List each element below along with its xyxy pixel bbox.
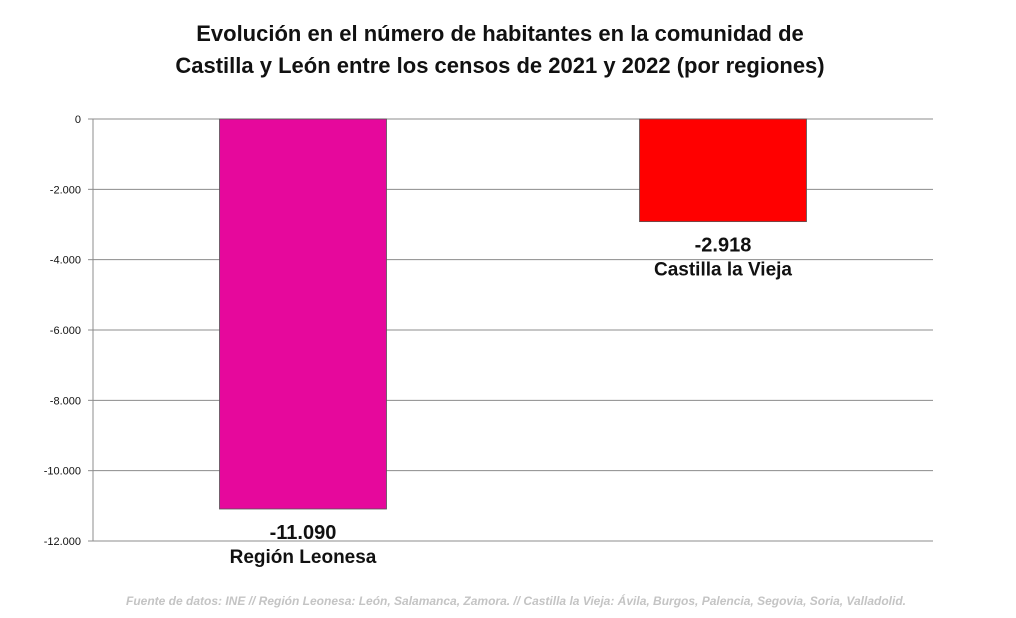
y-tick-label: -4.000 bbox=[50, 255, 81, 267]
y-tick-label: -8.000 bbox=[50, 395, 81, 407]
bar bbox=[219, 118, 387, 510]
y-tick-label: -10.000 bbox=[44, 466, 81, 478]
bar-value-label: -11.090 bbox=[270, 522, 337, 544]
bar-category-label: Castilla la Vieja bbox=[654, 260, 792, 281]
y-tick-label: 0 bbox=[75, 114, 81, 126]
chart-title-line-1: Evolución en el número de habitantes en … bbox=[196, 21, 804, 46]
y-tick-label: -2.000 bbox=[50, 184, 81, 196]
y-tick-label: -6.000 bbox=[50, 325, 81, 337]
chart-title: Evolución en el número de habitantes en … bbox=[0, 18, 1000, 82]
chart-title-line-2: Castilla y León entre los censos de 2021… bbox=[175, 53, 825, 78]
bar-category-label: Región Leonesa bbox=[230, 547, 377, 568]
bar-value-label: -2.918 bbox=[695, 235, 752, 257]
bar-chart: 0-2.000-4.000-6.000-8.000-10.000-12.000 … bbox=[44, 114, 933, 568]
y-tick-label: -12.000 bbox=[44, 536, 81, 548]
gridlines bbox=[93, 118, 933, 542]
bars bbox=[219, 118, 807, 510]
bar-labels: -11.090 Región Leonesa -2.918 Castilla la V… bbox=[230, 235, 793, 568]
data-source-note: Fuente de datos: INE // Región Leonesa: … bbox=[126, 594, 906, 608]
bar bbox=[639, 118, 807, 223]
y-axis: 0 -2.000 -4.000 -6.000 -8.000 -10.000 -12.000 bbox=[44, 114, 94, 548]
